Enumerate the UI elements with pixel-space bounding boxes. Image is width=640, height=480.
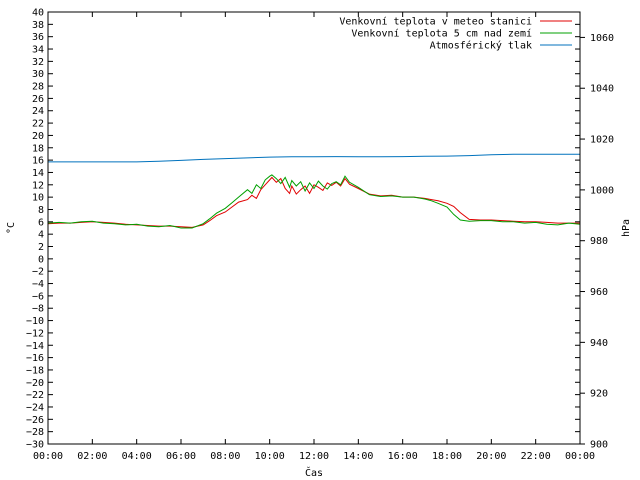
y-tick-label: −26 xyxy=(26,415,44,426)
y-tick-label: −24 xyxy=(26,402,44,413)
y-tick-label: 2 xyxy=(38,242,44,253)
y-axis: 4038363432302826242220181614121086420−2−… xyxy=(26,8,580,451)
y-tick-label: −14 xyxy=(26,341,44,352)
y-tick-label: 22 xyxy=(32,119,44,130)
y-tick-label: 34 xyxy=(32,45,44,56)
y-tick-label: 4 xyxy=(38,230,44,241)
y-tick-label: −10 xyxy=(26,316,44,327)
y2-tick-label: 1040 xyxy=(590,84,614,95)
x-tick-label: 10:00 xyxy=(255,451,285,462)
x-tick-label: 02:00 xyxy=(77,451,107,462)
y2-tick-label: 940 xyxy=(590,338,608,349)
y-tick-label: 28 xyxy=(32,82,44,93)
y2-tick-label: 920 xyxy=(590,389,608,400)
x-tick-label: 14:00 xyxy=(343,451,373,462)
y2-tick-label: 960 xyxy=(590,287,608,298)
y-tick-label: −6 xyxy=(32,291,44,302)
legend-label-1: Venkovní teplota v meteo stanici xyxy=(339,16,532,28)
y-tick-label: −22 xyxy=(26,390,44,401)
y-tick-label: −30 xyxy=(26,440,44,451)
y-tick-label: −4 xyxy=(32,279,44,290)
y-tick-label: −18 xyxy=(26,365,44,376)
y-tick-label: 0 xyxy=(38,254,44,265)
x-tick-label: 22:00 xyxy=(521,451,551,462)
y-tick-label: −12 xyxy=(26,328,44,339)
y-tick-label: 40 xyxy=(32,8,44,19)
legend-label-3: Atmosférický tlak xyxy=(430,40,532,52)
y-tick-label: 14 xyxy=(32,168,44,179)
y2-tick-label: 980 xyxy=(590,236,608,247)
x-tick-label: 04:00 xyxy=(122,451,152,462)
plot-frame xyxy=(47,11,581,445)
x-axis-label: Čas xyxy=(305,466,323,479)
y-tick-label: −28 xyxy=(26,427,44,438)
y-tick-label: 24 xyxy=(32,106,44,117)
y2-tick-label: 1060 xyxy=(590,33,614,44)
y2-tick-label: 900 xyxy=(590,440,608,451)
series-line-1 xyxy=(47,176,580,228)
y2-axis-label: hPa xyxy=(621,219,632,237)
y2-tick-label: 1000 xyxy=(590,185,614,196)
y-tick-label: 10 xyxy=(32,193,44,204)
y-tick-label: −2 xyxy=(32,267,44,278)
series-line-3 xyxy=(48,153,580,163)
y-tick-label: 12 xyxy=(32,180,44,191)
y-tick-label: −20 xyxy=(26,378,44,389)
y2-axis: 900 920 940 960 980 1000 1020 1040 1060 xyxy=(580,33,614,451)
y-tick-label: 6 xyxy=(38,217,44,228)
y-axis-label: °C xyxy=(6,222,17,234)
y-tick-label: 36 xyxy=(32,32,44,43)
legend: Venkovní teplota v meteo staniciVenkovní… xyxy=(339,16,572,52)
y2-tick-label: 1020 xyxy=(590,135,614,146)
y-tick-label: 8 xyxy=(38,205,44,216)
x-tick-label: 08:00 xyxy=(210,451,240,462)
y-tick-label: 32 xyxy=(32,57,44,68)
series-lines xyxy=(47,153,581,229)
x-tick-label: 12:00 xyxy=(299,451,329,462)
x-tick-label: 16:00 xyxy=(388,451,418,462)
x-axis: 00:00 02:00 04:00 06:00 08:00 10:00 12:00 14:00… xyxy=(33,12,595,462)
y-tick-label: 26 xyxy=(32,94,44,105)
x-tick-label: 00:00 xyxy=(33,451,63,462)
x-tick-label: 20:00 xyxy=(476,451,506,462)
legend-label-2: Venkovní teplota 5 cm nad zemí xyxy=(351,28,532,40)
y-tick-label: 16 xyxy=(32,156,44,167)
y-tick-label: 30 xyxy=(32,69,44,80)
series-line-2 xyxy=(47,174,581,229)
x-tick-label: 18:00 xyxy=(432,451,462,462)
y-tick-label: −8 xyxy=(32,304,44,315)
x-tick-label: 00:00 xyxy=(565,451,595,462)
y-tick-label: 38 xyxy=(32,20,44,31)
y-tick-label: −16 xyxy=(26,353,44,364)
y-tick-label: 18 xyxy=(32,143,44,154)
x-tick-label: 06:00 xyxy=(166,451,196,462)
y-tick-label: 20 xyxy=(32,131,44,142)
